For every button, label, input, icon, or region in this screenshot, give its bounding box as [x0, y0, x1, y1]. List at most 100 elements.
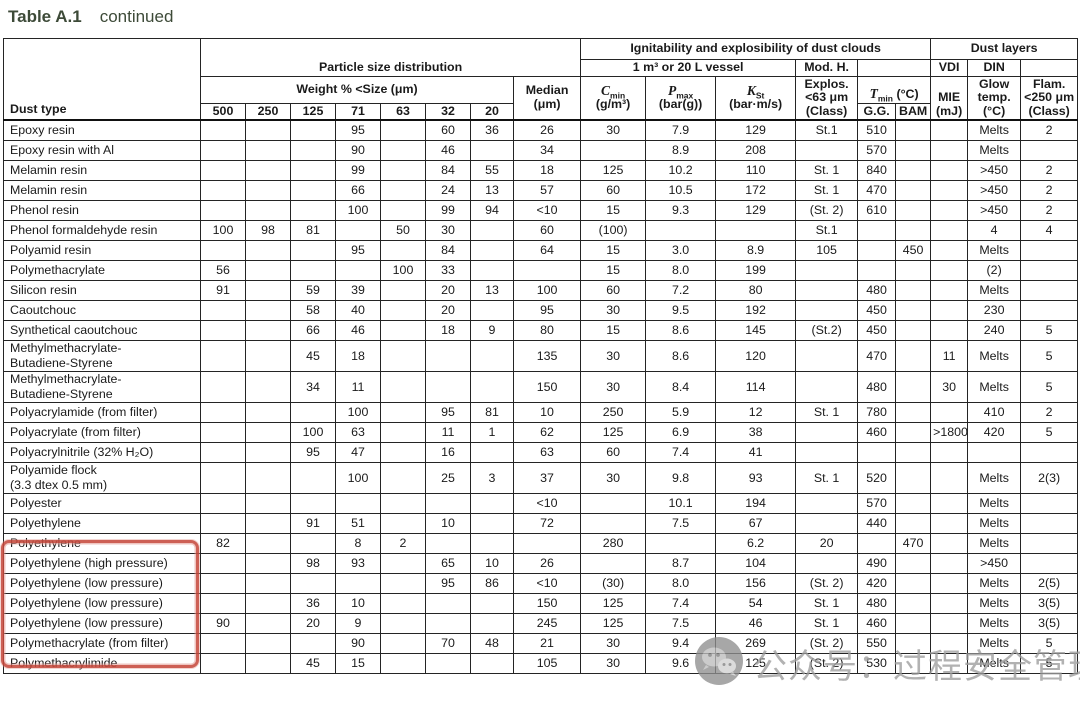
col-header-cmin: Cmin (g/m³)	[580, 75, 647, 121]
value-cell-pmax: 9.4	[645, 632, 717, 654]
dust-type-cell: Polyethylene (high pressure)	[3, 552, 201, 574]
value-cell-s63	[380, 612, 426, 634]
value-cell-flam	[1020, 512, 1079, 534]
value-cell-s250	[245, 259, 291, 281]
watermark: 公众号：过程安全管理	[694, 636, 1080, 691]
value-cell-s71: 100	[335, 199, 381, 221]
table-row: Melamin resin 99 84 55 18 125 10.2 110 St. 1 840 >…	[3, 159, 1079, 181]
value-cell-s250	[245, 239, 291, 261]
value-cell-cmin: (100)	[580, 219, 647, 241]
value-cell-glow: 230	[967, 299, 1022, 321]
col-header-gg: G.G.	[857, 102, 897, 121]
value-cell-bam	[895, 159, 932, 181]
value-cell-median: 245	[512, 612, 582, 634]
value-cell-s250	[245, 441, 291, 463]
value-cell-flam: 2(5)	[1020, 572, 1079, 594]
dust-type-cell: Methylmethacrylate- Butadiene-Styrene	[3, 370, 201, 403]
value-cell-gg	[857, 239, 897, 261]
value-cell-gg	[857, 532, 897, 554]
value-cell-s250	[245, 319, 291, 341]
value-cell-s250	[245, 299, 291, 321]
value-cell-gg: 510	[857, 119, 897, 141]
value-cell-s250	[245, 461, 291, 494]
value-cell-bam	[895, 219, 932, 241]
value-cell-glow: >450	[967, 179, 1022, 201]
value-cell-s125	[290, 492, 336, 514]
value-cell-s125: 98	[290, 552, 336, 574]
dust-type-cell: Phenol resin	[3, 199, 201, 221]
value-cell-s20: 1	[470, 421, 514, 443]
value-cell-kst: 114	[715, 370, 797, 403]
value-cell-median: 60	[512, 219, 582, 241]
table-body: Epoxy resin 95 60 36 26 30 7.9 129 St.1 510 Melts 2…	[3, 119, 1079, 674]
value-cell-cmin	[580, 139, 647, 161]
dust-type-cell: Phenol formaldehyde resin	[3, 219, 201, 241]
col-header-size-125: 125	[290, 102, 336, 121]
value-cell-gg: 460	[857, 612, 897, 634]
table-row: Caoutchouc 58 40 20 95 30 9.5 192 450 230	[3, 299, 1079, 321]
value-cell-s125	[290, 239, 336, 261]
value-cell-median: 64	[512, 239, 582, 261]
value-cell-median: 10	[512, 401, 582, 423]
value-cell-s500	[200, 239, 246, 261]
table-row: Polyethylene (low pressure) 90 20 9 245 125 7.…	[3, 612, 1079, 634]
value-cell-s125	[290, 199, 336, 221]
value-cell-s500	[200, 552, 246, 574]
value-cell-s250	[245, 370, 291, 403]
dust-type-cell: Polyester	[3, 492, 201, 514]
value-cell-bam	[895, 401, 932, 423]
value-cell-glow: Melts	[967, 461, 1022, 494]
value-cell-cls	[795, 441, 859, 463]
value-cell-gg: 490	[857, 552, 897, 574]
value-cell-s71: 8	[335, 532, 381, 554]
value-cell-flam: 5	[1020, 370, 1079, 403]
value-cell-mie: >1800	[930, 421, 969, 443]
value-cell-s63	[380, 592, 426, 614]
value-cell-median: 34	[512, 139, 582, 161]
value-cell-mie	[930, 159, 969, 181]
value-cell-s32: 18	[425, 319, 471, 341]
value-cell-kst: 38	[715, 421, 797, 443]
value-cell-median: 62	[512, 421, 582, 443]
value-cell-s500	[200, 179, 246, 201]
value-cell-s63	[380, 421, 426, 443]
value-cell-s71: 100	[335, 461, 381, 494]
col-group-vessel: 1 m³ or 20 L vessel	[580, 59, 797, 77]
table-row: Phenol resin 100 99 94 <10 15 9.3 129 (St. 2) 610…	[3, 199, 1079, 221]
value-cell-s250	[245, 652, 291, 674]
value-cell-pmax: 7.9	[645, 119, 717, 141]
value-cell-s71: 99	[335, 159, 381, 181]
value-cell-s20	[470, 441, 514, 463]
value-cell-s71: 39	[335, 279, 381, 301]
value-cell-glow: Melts	[967, 632, 1022, 654]
value-cell-flam	[1020, 299, 1079, 321]
value-cell-s71: 100	[335, 401, 381, 423]
value-cell-flam: 5	[1020, 339, 1079, 372]
value-cell-s125	[290, 532, 336, 554]
value-cell-s71: 47	[335, 441, 381, 463]
table-header: Dust type Particle size distribution Ign…	[3, 38, 1079, 121]
value-cell-s500	[200, 652, 246, 674]
value-cell-s500	[200, 492, 246, 514]
value-cell-mie	[930, 592, 969, 614]
table-row: Polyacrylamide (from filter) 100 95 81 10 250…	[3, 401, 1079, 423]
value-cell-kst: 46	[715, 612, 797, 634]
value-cell-s63	[380, 572, 426, 594]
value-cell-s125: 100	[290, 421, 336, 443]
table-row: Silicon resin 91 59 39 20 13 100 60 7.2 80 480 Melt…	[3, 279, 1079, 301]
value-cell-s71: 90	[335, 139, 381, 161]
value-cell-flam: 2	[1020, 159, 1079, 181]
value-cell-median: 72	[512, 512, 582, 534]
value-cell-s32	[425, 532, 471, 554]
value-cell-s63	[380, 139, 426, 161]
value-cell-bam	[895, 421, 932, 443]
value-cell-s125	[290, 139, 336, 161]
value-cell-cls	[795, 492, 859, 514]
value-cell-flam: 3(5)	[1020, 612, 1079, 634]
value-cell-bam	[895, 339, 932, 372]
value-cell-pmax: 7.2	[645, 279, 717, 301]
value-cell-s250	[245, 612, 291, 634]
value-cell-s32	[425, 652, 471, 674]
value-cell-bam	[895, 592, 932, 614]
value-cell-glow: Melts	[967, 512, 1022, 534]
